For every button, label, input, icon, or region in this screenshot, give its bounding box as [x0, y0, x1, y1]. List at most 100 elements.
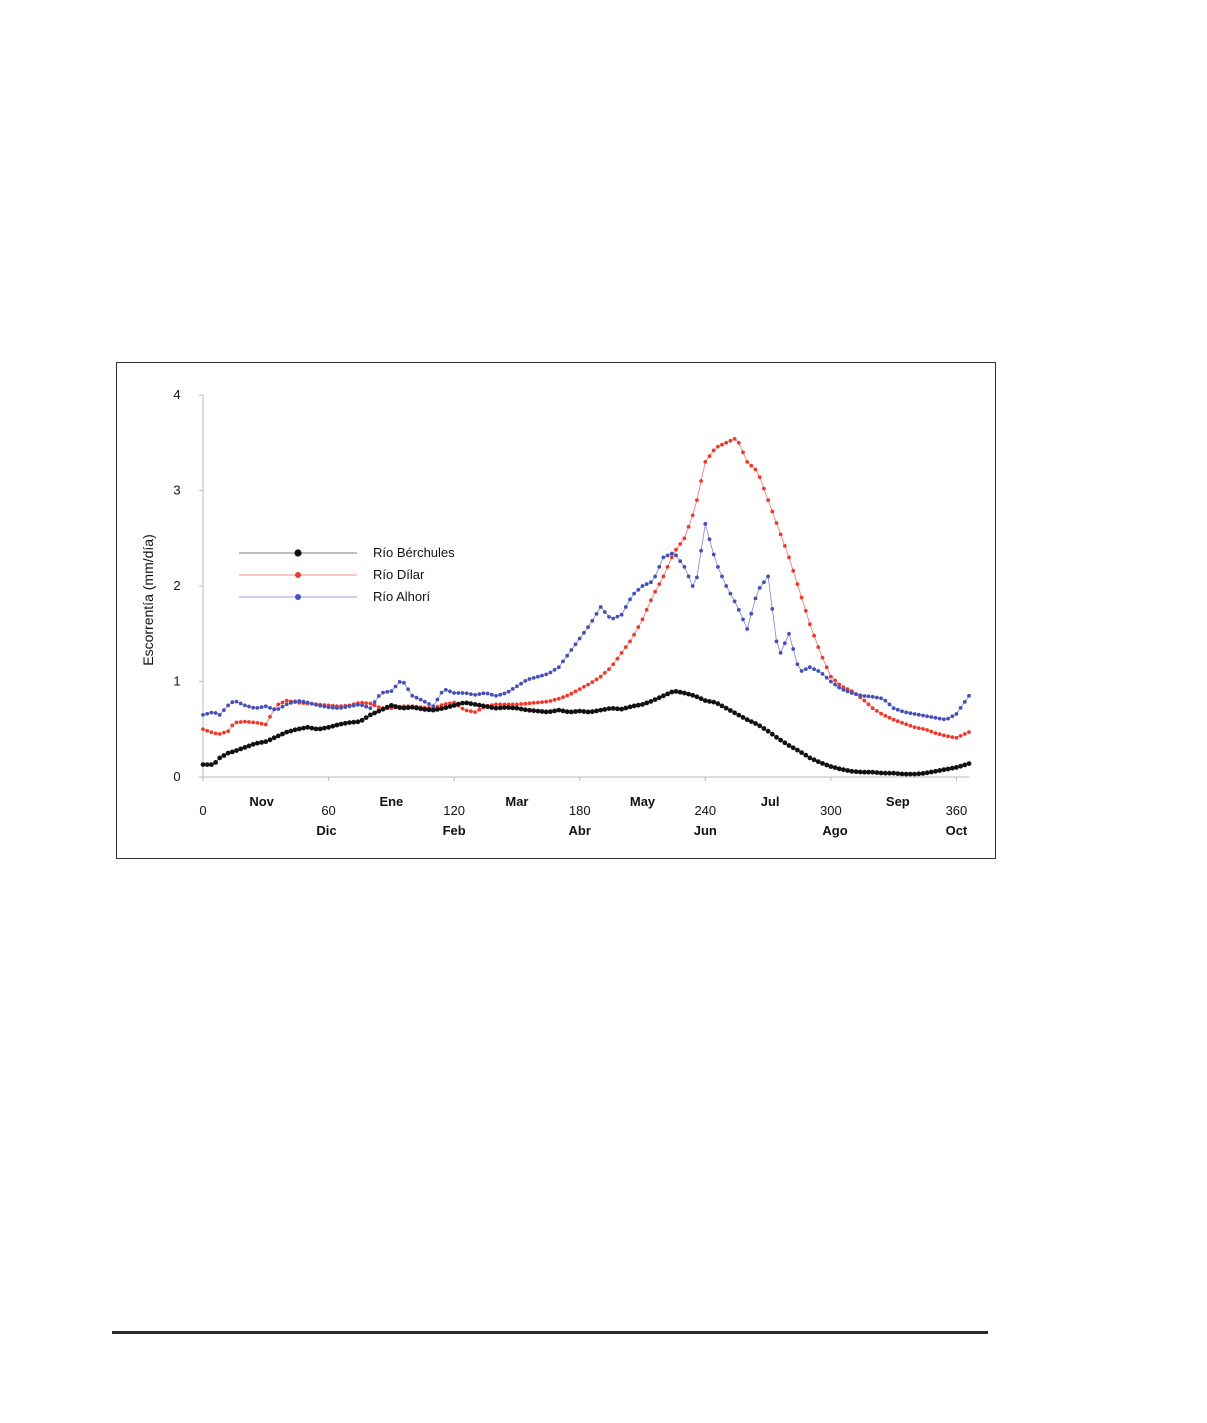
data-point [845, 768, 850, 773]
data-point [841, 685, 846, 690]
data-point [736, 608, 741, 612]
data-point [259, 705, 264, 709]
data-point [803, 667, 808, 671]
data-point [229, 749, 235, 755]
data-point [590, 618, 595, 623]
data-point [749, 611, 754, 616]
data-point [820, 761, 825, 766]
data-point [540, 673, 544, 678]
data-point [703, 460, 708, 464]
data-point [468, 701, 474, 707]
data-point [292, 727, 298, 733]
data-point [644, 608, 649, 612]
data-point [912, 771, 917, 777]
data-point [795, 662, 800, 667]
data-point [573, 642, 578, 647]
data-point [226, 729, 230, 734]
data-point [632, 632, 636, 637]
data-point [363, 715, 369, 720]
data-point [552, 667, 557, 672]
data-point [820, 655, 825, 660]
data-point [853, 769, 859, 775]
data-point [464, 708, 469, 713]
data-point [686, 691, 691, 697]
data-point [954, 735, 959, 740]
data-point [669, 555, 674, 560]
data-point [723, 705, 729, 711]
data-point [640, 702, 645, 707]
data-point [326, 705, 331, 710]
data-point [883, 698, 888, 703]
data-point [962, 732, 967, 736]
data-point [536, 674, 540, 679]
data-point [716, 444, 720, 449]
data-point [828, 764, 834, 769]
y-tick-label: 1 [173, 674, 180, 689]
data-point [858, 693, 863, 698]
data-point [234, 748, 239, 753]
data-point [728, 708, 733, 713]
data-point [778, 651, 783, 655]
data-point [535, 708, 541, 714]
data-point [954, 712, 959, 716]
data-point [824, 665, 829, 670]
data-point [854, 692, 858, 696]
data-point [272, 707, 277, 712]
data-point [891, 770, 897, 776]
data-point [744, 717, 750, 723]
data-point [799, 750, 804, 755]
data-point [598, 707, 604, 713]
data-point [506, 689, 511, 694]
x-tick-label: 240 [694, 803, 716, 818]
data-point [653, 589, 657, 594]
data-point [904, 722, 909, 727]
data-point [204, 762, 210, 767]
data-point [836, 766, 842, 772]
data-point [586, 682, 590, 687]
data-point [627, 704, 633, 710]
data-point [916, 712, 921, 717]
data-point [217, 713, 222, 717]
data-point [268, 706, 272, 710]
data-point [610, 706, 616, 711]
data-point [448, 701, 452, 706]
data-point [402, 680, 406, 685]
data-point [887, 770, 892, 776]
data-point [469, 709, 473, 714]
data-point [342, 720, 348, 726]
data-point [707, 454, 712, 458]
data-point [623, 645, 628, 649]
data-point [623, 605, 628, 609]
data-point [443, 688, 448, 692]
month-label: Jul [761, 794, 780, 809]
data-point [401, 705, 407, 711]
data-point [665, 565, 670, 569]
data-point [719, 703, 725, 709]
data-point [762, 486, 766, 491]
data-point [351, 703, 356, 708]
data-point [510, 702, 515, 707]
data-point [368, 706, 373, 711]
data-point [732, 599, 737, 604]
data-point [887, 702, 892, 707]
data-point [451, 703, 457, 708]
data-point [594, 677, 599, 682]
data-point [816, 669, 821, 673]
x-tick-label: 180 [569, 803, 591, 818]
data-point [648, 699, 654, 704]
data-point [397, 705, 403, 711]
data-point [673, 689, 679, 694]
data-point [476, 702, 482, 708]
data-point [405, 705, 411, 711]
data-point [878, 770, 884, 776]
data-point [778, 532, 783, 537]
data-point [942, 733, 946, 738]
data-point [711, 552, 716, 557]
data-point [606, 706, 612, 711]
data-point [372, 710, 377, 716]
data-point [707, 537, 712, 542]
data-point [682, 690, 687, 696]
data-point [406, 687, 410, 692]
data-point [347, 720, 352, 725]
data-point [200, 762, 206, 767]
